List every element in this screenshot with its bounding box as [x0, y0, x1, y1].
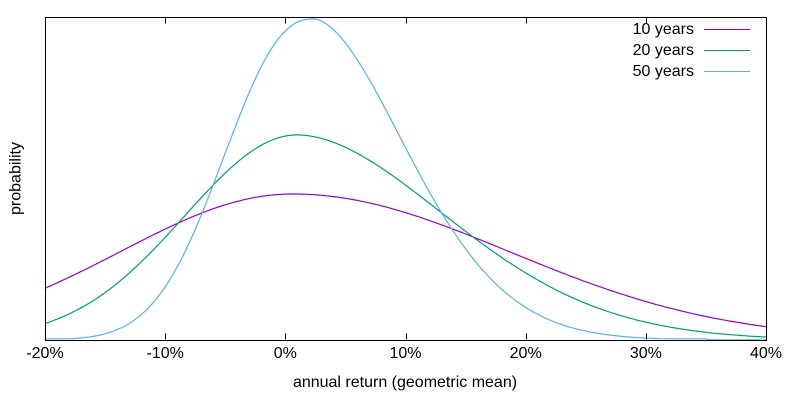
- legend-line-swatch: [704, 49, 750, 52]
- x-tick-label: -20%: [26, 345, 64, 362]
- legend-label: 10 years: [632, 20, 694, 38]
- x-tick-label: 10%: [389, 345, 422, 362]
- legend-line-swatch: [704, 70, 750, 73]
- legend-item: 50 years: [633, 61, 750, 82]
- curve-50-years: [45, 18, 766, 341]
- legend-item: 20 years: [633, 40, 750, 61]
- x-tick-label: 20%: [509, 345, 542, 362]
- curve-10-years: [44, 193, 767, 328]
- legend-line-swatch: [704, 28, 750, 31]
- legend-item: 10 years: [633, 19, 750, 40]
- x-axis-label: annual return (geometric mean): [292, 374, 518, 391]
- y-axis-label: probability: [7, 142, 25, 215]
- legend: 10 years 20 years 50 years: [633, 19, 750, 82]
- x-tick-label: 30%: [629, 345, 662, 362]
- legend-label: 50 years: [632, 62, 694, 80]
- x-tick-label: -10%: [146, 345, 184, 362]
- x-tick-label: 0%: [273, 345, 297, 362]
- legend-label: 20 years: [632, 41, 694, 59]
- x-tick-label: 40%: [749, 345, 783, 362]
- curve-20-years: [44, 134, 767, 338]
